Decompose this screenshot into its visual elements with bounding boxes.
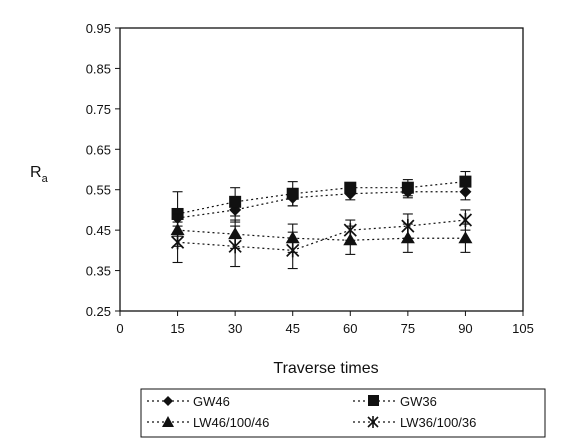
diamond-marker-icon [163,396,173,406]
legend-label-gw36: GW36 [400,394,437,409]
legend: GW46 GW36 LW46/100/46 LW36/100/36 [140,388,546,438]
x-tick-label: 15 [170,321,184,336]
x-tick-label: 0 [116,321,123,336]
legend-item-lw36: LW36/100/36 [353,415,476,430]
plot-frame [119,27,524,312]
x-tick-label: 45 [285,321,299,336]
y-tick-label: 0.55 [86,183,111,198]
series-lw46-100-46 [170,213,473,255]
data-point [229,195,242,208]
y-tick-label: 0.45 [86,223,111,238]
data-point [228,239,242,254]
data-point [286,243,300,258]
data-point [401,219,415,234]
star-marker-icon [367,416,379,428]
legend-box [140,388,546,438]
series-line [177,191,466,219]
data-point [170,235,185,250]
y-tick-label: 0.35 [86,264,111,279]
legend-label-lw36: LW36/100/36 [400,415,476,430]
data-point [286,187,299,200]
legend-item-gw46: GW46 [147,394,230,409]
triangle-marker-icon [162,416,174,427]
y-tick-label: 0.25 [86,304,111,319]
series-line [177,219,466,251]
y-tick-label: 0.85 [86,61,111,76]
y-axis-title: Ra [30,164,49,185]
x-tick-label: 105 [512,321,534,336]
y-tick-label: 0.95 [86,21,111,36]
axes-layer: 0.25 0.35 0.45 0.55 0.65 0.75 0.85 0.95 0 15 30 45 6… [86,21,534,336]
y-tick-label: 0.65 [86,142,111,157]
x-tick-label: 30 [228,321,242,336]
square-marker-icon [368,395,379,406]
y-tick-label: 0.75 [86,102,111,117]
plot-layer [170,170,473,270]
data-point [458,231,473,244]
series-line [177,181,466,215]
series-line [177,229,466,241]
data-point [458,213,473,228]
x-tick-label: 75 [401,321,415,336]
legend-label-gw46: GW46 [193,394,230,409]
series-gw36 [171,170,472,237]
series-gw46 [171,183,472,227]
x-tick-label: 90 [458,321,472,336]
legend-item-gw36: GW36 [353,394,437,409]
data-point [343,223,357,238]
x-axis-title: Traverse times [273,360,378,377]
series-lw36-100-36 [170,209,473,270]
data-point [401,181,414,194]
data-point [459,175,472,188]
y-axis-title-subscript: a [42,173,49,185]
legend-item-lw46: LW46/100/46 [147,415,269,430]
x-tick-label: 60 [343,321,357,336]
data-point [344,181,357,194]
legend-label-lw46: LW46/100/46 [193,415,269,430]
y-axis-title-main: R [30,164,42,181]
